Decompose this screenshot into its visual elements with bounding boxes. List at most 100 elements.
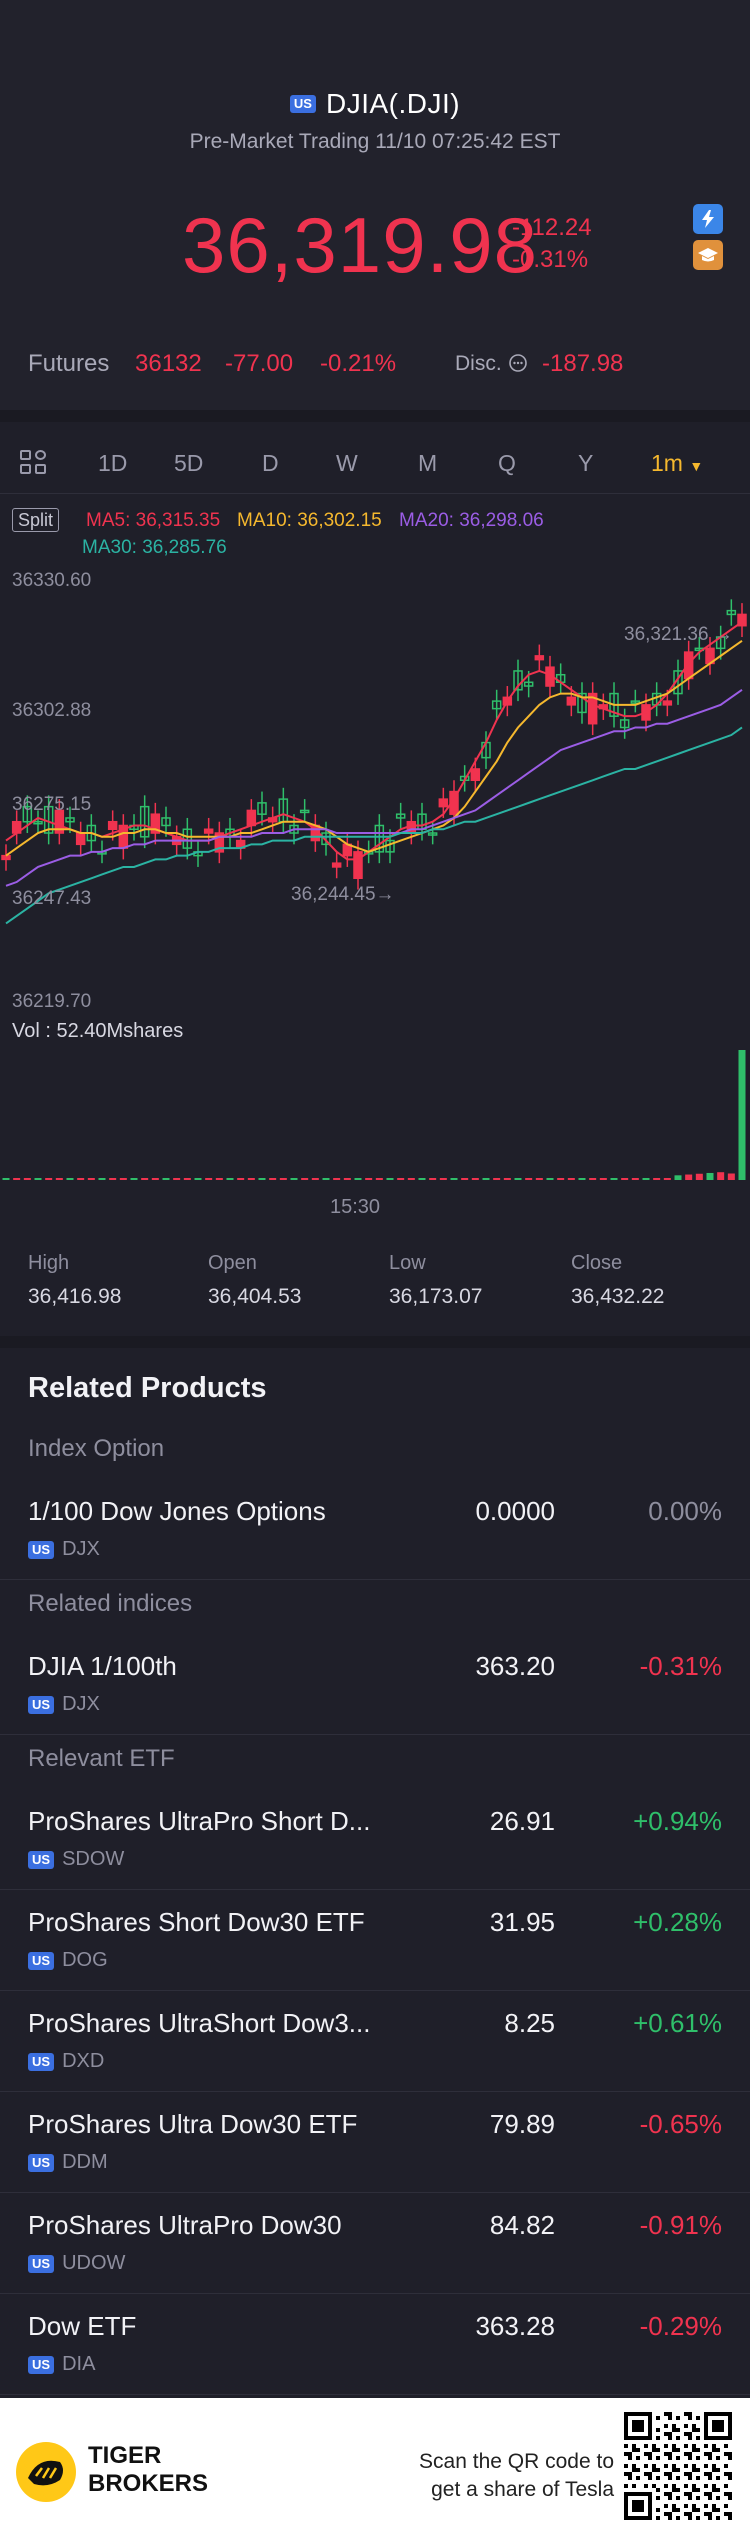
high-marker: 36,321.36 → xyxy=(624,624,733,645)
volume-bar xyxy=(546,1178,554,1180)
qr-module xyxy=(708,2456,712,2460)
price-chart[interactable] xyxy=(0,560,750,1200)
volume-bar xyxy=(461,1178,469,1180)
list-item[interactable]: 1/100 Dow Jones Options US DJX 0.0000 0.00% xyxy=(0,1480,750,1580)
qr-module xyxy=(652,2448,656,2452)
product-change-pct: -0.29% xyxy=(639,2311,722,2341)
tab-q[interactable]: Q xyxy=(498,450,516,476)
time-axis-label: 15:30 xyxy=(330,1196,381,1218)
lightning-icon[interactable] xyxy=(693,204,723,234)
qr-module xyxy=(628,2456,632,2460)
qr-module xyxy=(668,2512,672,2516)
qr-module xyxy=(716,2488,720,2492)
volume-bar xyxy=(151,1178,159,1180)
tab-1d[interactable]: 1D xyxy=(98,450,128,476)
qr-module xyxy=(648,2476,652,2480)
ma30-label: MA30: 36,285.76 xyxy=(82,537,227,558)
product-price: 363.20 xyxy=(475,1651,555,1681)
tab-d[interactable]: D xyxy=(262,450,279,476)
product-name: DJIA 1/100th xyxy=(28,1651,177,1681)
split-button[interactable]: Split xyxy=(12,508,60,532)
tab-y[interactable]: Y xyxy=(578,450,594,476)
qr-module xyxy=(692,2504,696,2508)
qr-module xyxy=(696,2428,700,2432)
tab-m[interactable]: M xyxy=(418,450,438,476)
volume-bar xyxy=(535,1178,543,1180)
graduation-cap-icon[interactable] xyxy=(693,240,723,270)
qr-module xyxy=(728,2516,732,2520)
volume-bar xyxy=(301,1178,309,1180)
volume-bar xyxy=(237,1178,245,1180)
volume-bar xyxy=(226,1178,234,1180)
qr-module xyxy=(672,2444,676,2448)
candle-body xyxy=(438,798,449,808)
list-item[interactable]: DJIA 1/100th US DJX 363.20 -0.31% xyxy=(0,1635,750,1735)
symbol-title[interactable]: DJIA(.DJI) xyxy=(325,88,461,119)
list-item[interactable]: ProShares UltraShort Dow3... US DXD 8.25 +0.… xyxy=(0,1992,750,2092)
tab-1m[interactable]: 1m ▼ xyxy=(651,450,703,477)
qr-module xyxy=(628,2476,632,2480)
futures-price: 36132 xyxy=(135,350,202,377)
candle-body xyxy=(662,700,673,706)
stat-low: Low 36,173.07 xyxy=(389,1252,482,1309)
qr-module xyxy=(684,2452,688,2456)
qr-module xyxy=(632,2484,636,2488)
qr-module xyxy=(724,2472,728,2476)
list-item[interactable]: ProShares UltraPro Dow30 US UDOW 84.82 -0.91… xyxy=(0,2194,750,2294)
volume-bar xyxy=(13,1178,21,1180)
list-item[interactable]: ProShares UltraPro Short D... US SDOW 26.91… xyxy=(0,1790,750,1890)
qr-module xyxy=(672,2488,676,2492)
qr-module xyxy=(636,2456,640,2460)
qr-module xyxy=(676,2496,680,2500)
qr-module xyxy=(724,2512,728,2516)
qr-module xyxy=(696,2436,700,2440)
series-line-ma30 xyxy=(5,726,743,925)
qr-module xyxy=(684,2484,688,2488)
product-change-pct: +0.61% xyxy=(633,2008,722,2038)
tab-w[interactable]: W xyxy=(336,450,358,476)
y-axis-label: 36219.70 xyxy=(12,991,92,1012)
qr-module xyxy=(708,2476,712,2480)
ma10-label: MA10: 36,302.15 xyxy=(237,510,382,531)
qr-module xyxy=(684,2424,688,2428)
qr-module xyxy=(624,2484,628,2488)
discount-label-group[interactable]: Disc. xyxy=(455,352,528,376)
product-code: US DJX xyxy=(28,1693,100,1716)
list-item[interactable]: ProShares Short Dow30 ETF US DOG 31.95 +0.28… xyxy=(0,1891,750,1991)
product-code: US DXD xyxy=(28,2050,104,2073)
grid-icon[interactable] xyxy=(20,450,50,476)
tab-5d[interactable]: 5D xyxy=(174,450,204,476)
volume-bar xyxy=(354,1178,362,1180)
qr-module xyxy=(724,2484,728,2488)
qr-module xyxy=(644,2484,648,2488)
qr-module xyxy=(664,2452,668,2456)
candle-body xyxy=(139,805,150,838)
volume-bar xyxy=(674,1175,682,1180)
list-item[interactable]: Dow ETF US DIA 363.28 -0.29% xyxy=(0,2295,750,2395)
stat-value: 36,173.07 xyxy=(389,1285,483,1308)
qr-module xyxy=(636,2476,640,2480)
qr-module xyxy=(704,2512,708,2516)
qr-module xyxy=(704,2484,708,2488)
qr-module xyxy=(672,2424,676,2428)
qr-module xyxy=(672,2464,676,2468)
candle-body xyxy=(257,802,267,815)
qr-module xyxy=(672,2484,676,2488)
qr-module xyxy=(692,2444,696,2448)
qr-module xyxy=(672,2504,676,2508)
promo-footer[interactable]: TIGER BROKERS Scan the QR code to get a sh… xyxy=(0,2398,750,2544)
qr-module xyxy=(676,2488,680,2492)
qr-module xyxy=(676,2448,680,2452)
series-line-ma10 xyxy=(5,639,743,857)
list-item[interactable]: ProShares Ultra Dow30 ETF US DDM 79.89 -0.65… xyxy=(0,2093,750,2193)
volume-bar xyxy=(279,1178,287,1180)
qr-module xyxy=(664,2432,668,2436)
volume-bar xyxy=(567,1178,575,1180)
qr-module xyxy=(704,2472,708,2476)
ticker-code: DXD xyxy=(62,2050,105,2072)
brand-line: TIGER xyxy=(88,2442,162,2469)
volume-bar xyxy=(429,1178,437,1180)
candle-body xyxy=(566,696,577,706)
qr-module xyxy=(728,2456,732,2460)
volume-bar xyxy=(557,1178,565,1180)
